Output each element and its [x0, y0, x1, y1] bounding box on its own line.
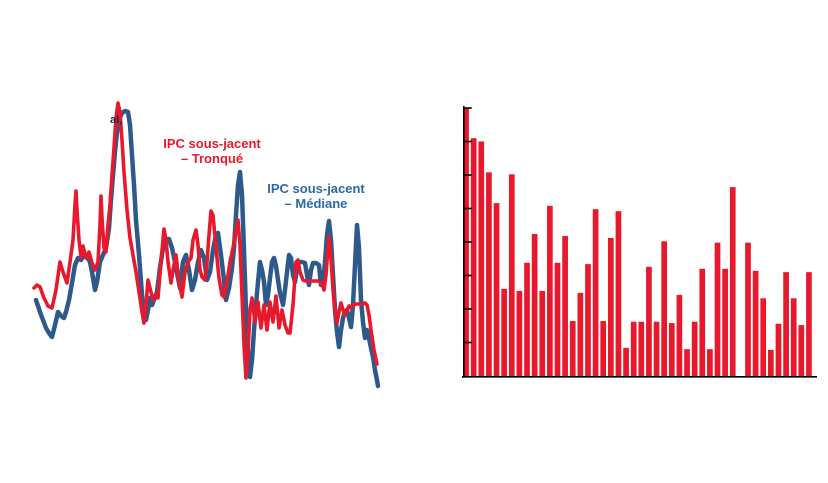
bar: [630, 321, 637, 376]
bar: [653, 321, 660, 376]
bar-chart-y-axis: [462, 106, 817, 378]
bar: [600, 321, 607, 376]
line-series-tronque: [32, 101, 379, 380]
bar: [531, 233, 538, 376]
bar: [547, 205, 553, 376]
bar: [790, 298, 797, 376]
bar: [783, 272, 789, 376]
bar: [722, 268, 728, 376]
bar: [607, 237, 614, 376]
legend-ipc-tronque: IPC sous-jacent – Tronqué: [148, 136, 276, 167]
bar: [798, 325, 805, 376]
legend-ipc-tronque-line2: – Tronqué: [180, 151, 244, 167]
bar: [592, 209, 599, 376]
bar: [585, 264, 591, 376]
bar: [775, 323, 782, 376]
legend-ipc-mediane-line1: IPC sous-jacent: [267, 181, 365, 196]
bar: [707, 349, 713, 376]
bar: [501, 288, 507, 376]
peak-annotation: al,: [110, 114, 123, 126]
legend-ipc-mediane-line2: – Médiane: [284, 196, 348, 212]
bar: [554, 262, 561, 376]
legend-ipc-mediane: IPC sous-jacent – Médiane: [258, 181, 374, 212]
bar: [745, 242, 751, 376]
bar: [516, 290, 523, 376]
bar: [684, 349, 690, 376]
bar: [638, 321, 645, 376]
bar: [470, 138, 477, 376]
bar: [729, 187, 736, 376]
bar: [760, 298, 767, 376]
bar: [493, 203, 500, 376]
bar: [646, 266, 652, 376]
bar: [806, 272, 812, 376]
bar: [569, 321, 576, 376]
bar: [562, 235, 568, 376]
bar: [623, 347, 629, 376]
bar: [615, 211, 622, 376]
bar: [676, 294, 683, 376]
bar: [714, 242, 721, 376]
bar: [752, 270, 759, 376]
bar: [768, 349, 774, 376]
bar: [577, 292, 584, 376]
bar: [668, 323, 675, 376]
bar: [699, 268, 706, 376]
bar: [508, 174, 515, 376]
bar: [539, 290, 546, 376]
bar: [478, 141, 485, 376]
bar: [524, 262, 530, 376]
line-chart: [32, 101, 381, 389]
bar: [691, 321, 698, 376]
legend-ipc-tronque-line1: IPC sous-jacent: [163, 136, 261, 151]
bar-chart: [463, 108, 812, 376]
bar: [486, 172, 492, 376]
bar: [661, 241, 668, 376]
